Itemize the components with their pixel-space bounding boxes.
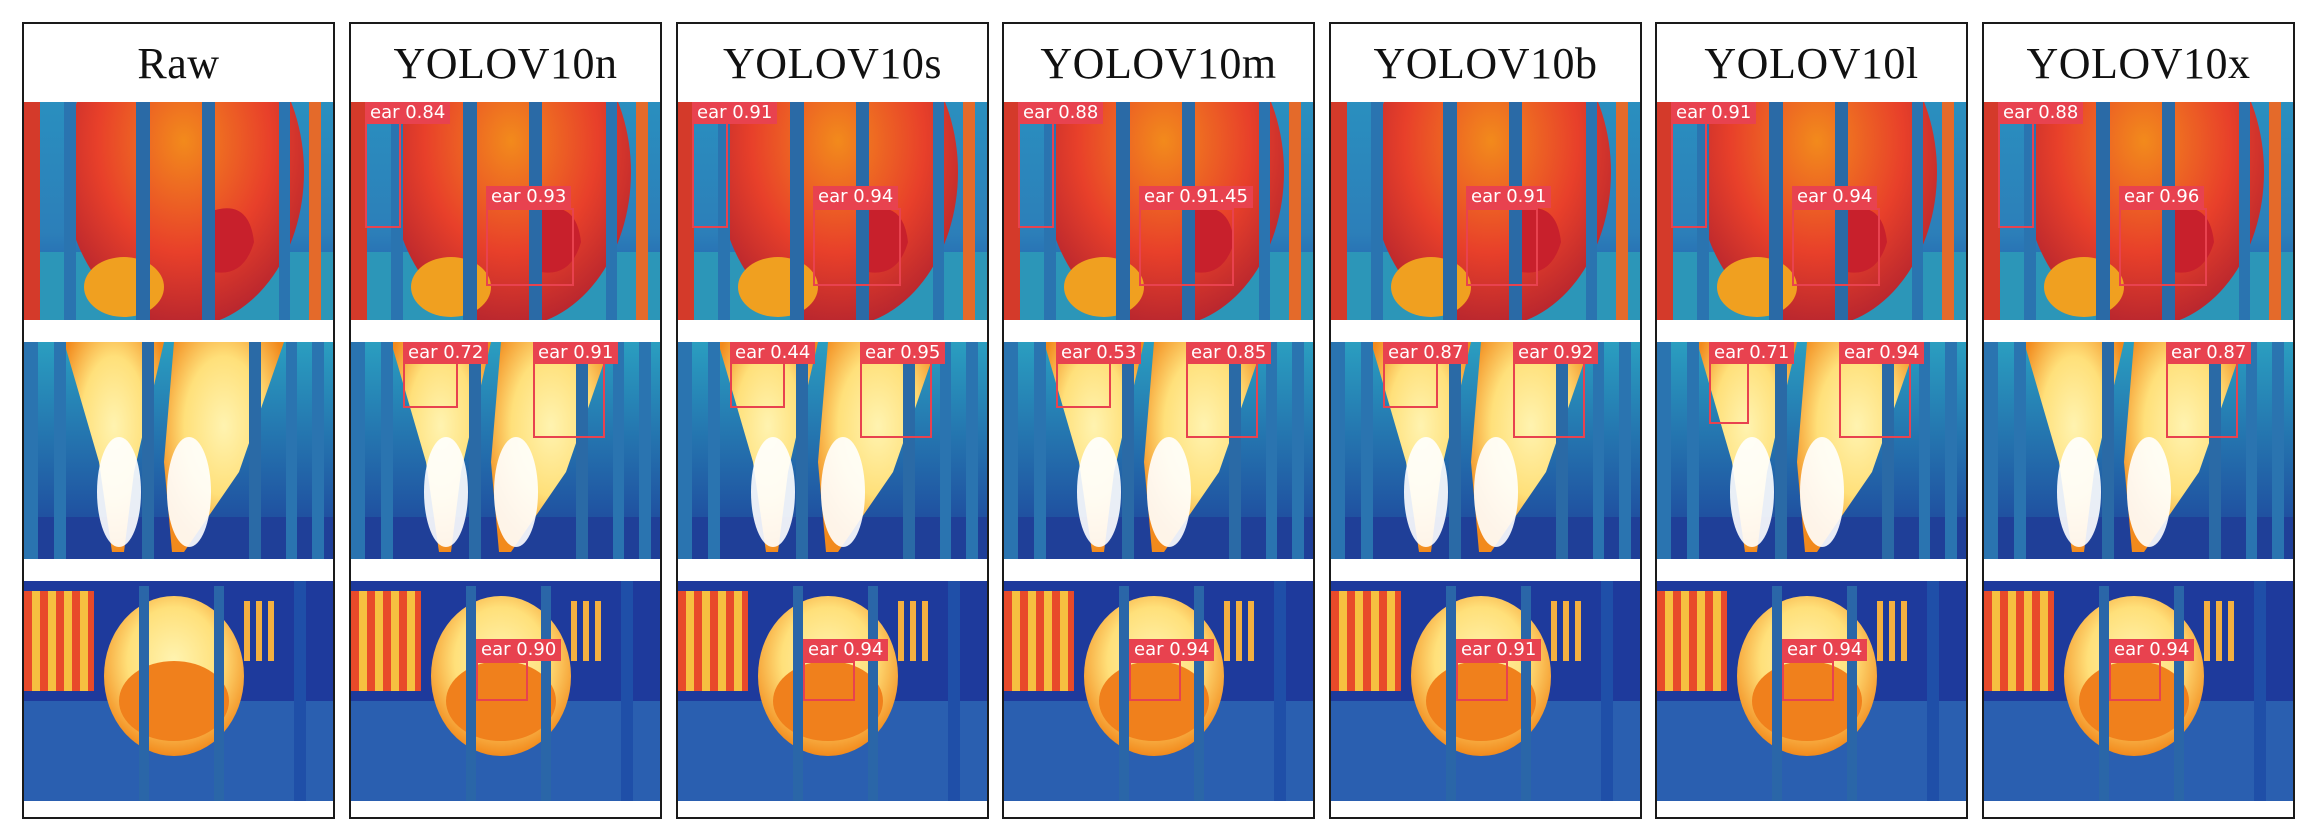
detection-label: ear 0.91.45 xyxy=(1139,186,1253,208)
detection-box xyxy=(365,120,401,228)
detection-box xyxy=(2166,354,2238,438)
thermal-image: ear 0.91 ear 0.94 xyxy=(678,102,987,320)
detection-box xyxy=(1709,354,1749,424)
detection-label: ear 0.91 xyxy=(692,102,778,124)
column-header: YOLOV10l xyxy=(1704,38,1919,88)
column-header: YOLOV10s xyxy=(722,38,943,88)
detection-label: ear 0.72 xyxy=(403,342,489,364)
detection-box xyxy=(860,354,932,438)
model-column: YOLOV10l ear 0.91 ear xyxy=(1655,22,1968,819)
detection-label: ear 0.88 xyxy=(1018,102,1104,124)
detection-label: ear 0.94 xyxy=(1129,639,1215,661)
detection-label: ear 0.88 xyxy=(1998,102,2084,124)
detection-box xyxy=(533,354,605,438)
model-column: YOLOV10s ear 0.91 ear xyxy=(676,22,989,819)
detection-label: ear 0.92 xyxy=(1513,342,1599,364)
thermal-image: ear 0.71 ear 0.94 xyxy=(1657,342,1966,559)
detection-label: ear 0.91 xyxy=(1671,102,1757,124)
detection-box xyxy=(1782,661,1834,701)
thermal-image xyxy=(24,102,333,320)
detection-box xyxy=(813,208,901,286)
detection-label: ear 0.87 xyxy=(1383,342,1469,364)
model-column: YOLOV10n ear 0.84 ear xyxy=(349,22,662,819)
thermal-image: ear 0.91 xyxy=(1331,581,1640,801)
model-column: YOLOV10x ear 0.88 ear xyxy=(1982,22,2295,819)
detection-box xyxy=(476,661,528,701)
detection-label: ear 0.96 xyxy=(2119,186,2205,208)
detection-box xyxy=(2109,661,2161,701)
detection-label: ear 0.85 xyxy=(1186,342,1272,364)
model-column: Raw xyxy=(22,22,335,819)
thermal-image: ear 0.53 ear 0.85 xyxy=(1004,342,1313,559)
detection-label: ear 0.94 xyxy=(2109,639,2195,661)
detection-label: ear 0.91 xyxy=(1456,639,1542,661)
column-header: YOLOV10x xyxy=(2026,38,2251,88)
detection-box xyxy=(1839,354,1911,438)
detection-label: ear 0.94 xyxy=(1839,342,1925,364)
thermal-image: ear 0.87 xyxy=(1984,342,2293,559)
thermal-image: ear 0.88 ear 0.96 xyxy=(1984,102,2293,320)
detection-box xyxy=(486,208,574,286)
detection-box xyxy=(692,120,728,228)
thermal-image: ear 0.94 xyxy=(678,581,987,801)
detection-label: ear 0.84 xyxy=(365,102,451,124)
detection-box xyxy=(1513,354,1585,438)
thermal-image xyxy=(24,342,333,559)
detection-label: ear 0.95 xyxy=(860,342,946,364)
detection-box xyxy=(1456,661,1508,701)
thermal-image: ear 0.94 xyxy=(1984,581,2293,801)
thermal-image: ear 0.72 ear 0.91 xyxy=(351,342,660,559)
detection-box xyxy=(803,661,855,701)
detection-box xyxy=(1186,354,1258,438)
thermal-image: ear 0.94 xyxy=(1004,581,1313,801)
detection-box xyxy=(2119,208,2207,286)
column-header: YOLOV10n xyxy=(393,38,618,88)
detection-box xyxy=(1998,120,2034,228)
detection-label: ear 0.87 xyxy=(2166,342,2252,364)
thermal-image: ear 0.91 ear 0.94 xyxy=(1657,102,1966,320)
detection-box xyxy=(1018,120,1054,228)
detection-label: ear 0.71 xyxy=(1709,342,1795,364)
detection-label: ear 0.94 xyxy=(803,639,889,661)
column-header: YOLOV10m xyxy=(1040,38,1277,88)
detection-label: ear 0.44 xyxy=(730,342,816,364)
detection-label: ear 0.94 xyxy=(1792,186,1878,208)
detection-label: ear 0.91 xyxy=(533,342,619,364)
detection-box xyxy=(1129,661,1181,701)
thermal-image: ear 0.84 ear 0.93 xyxy=(351,102,660,320)
detection-box xyxy=(1466,208,1538,286)
thermal-image: ear 0.87 ear 0.92 xyxy=(1331,342,1640,559)
detection-box xyxy=(1792,208,1880,286)
detection-label: ear 0.94 xyxy=(1782,639,1868,661)
detection-label: ear 0.94 xyxy=(813,186,899,208)
detection-label: ear 0.93 xyxy=(486,186,572,208)
detection-label: ear 0.53 xyxy=(1056,342,1142,364)
detection-box xyxy=(1139,208,1234,286)
thermal-image: ear 0.88 ear 0.91.45 xyxy=(1004,102,1313,320)
detection-box xyxy=(1671,120,1707,228)
thermal-image: ear 0.44 ear 0.95 xyxy=(678,342,987,559)
detection-label: ear 0.91 xyxy=(1466,186,1552,208)
thermal-image xyxy=(24,581,333,801)
thermal-image: ear 0.91 xyxy=(1331,102,1640,320)
column-header: YOLOV10b xyxy=(1373,38,1598,88)
thermal-image: ear 0.90 xyxy=(351,581,660,801)
model-column: YOLOV10m ear 0.88 ear xyxy=(1002,22,1315,819)
detection-label: ear 0.90 xyxy=(476,639,562,661)
model-column: YOLOV10b ear 0.91 xyxy=(1329,22,1642,819)
column-header: Raw xyxy=(137,38,220,88)
thermal-image: ear 0.94 xyxy=(1657,581,1966,801)
